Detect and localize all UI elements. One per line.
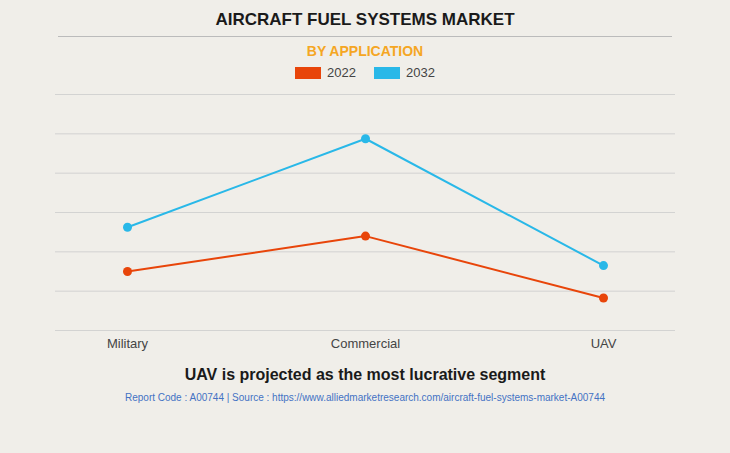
svg-text:Commercial: Commercial xyxy=(331,336,400,351)
html-text:UAV is projected as the most l: UAV is projected as the most lucrative s… xyxy=(184,366,546,383)
svg-text:Military: Military xyxy=(107,336,149,351)
html-text:2022: 2022 xyxy=(327,65,356,80)
html-text:AIRCRAFT FUEL SYSTEMS MARKET: AIRCRAFT FUEL SYSTEMS MARKET xyxy=(215,10,515,29)
html-text:Report Code : A00744 | Source: Report Code : A00744 | Source : https://… xyxy=(125,392,605,403)
svg-text:UAV: UAV xyxy=(591,336,617,351)
html-text:BY APPLICATION: BY APPLICATION xyxy=(306,43,424,59)
html-text:2032: 2032 xyxy=(406,65,435,80)
